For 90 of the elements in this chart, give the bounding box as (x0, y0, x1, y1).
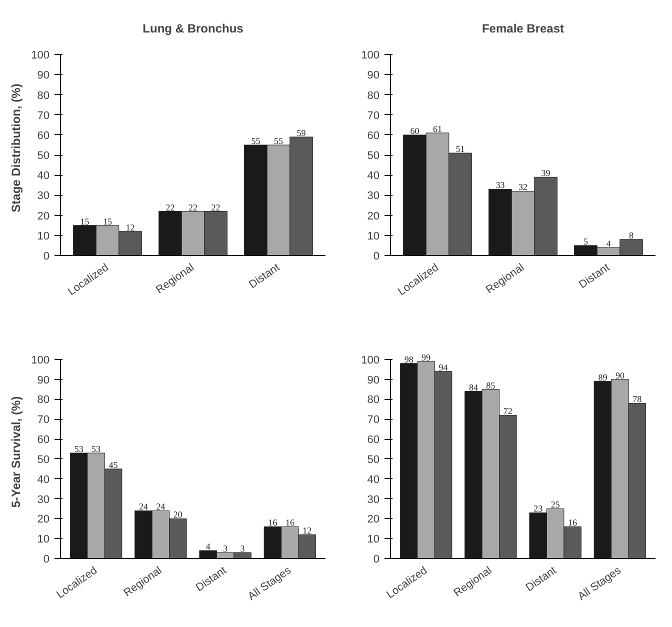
y-tick-label: 30 (37, 190, 50, 202)
y-tick-label: 10 (367, 230, 380, 242)
y-tick-label: 30 (367, 494, 380, 506)
y-tick-label: 20 (37, 210, 50, 222)
y-tick-label: 100 (361, 354, 380, 366)
data-label: 72 (503, 406, 512, 416)
y-tick-label: 0 (373, 554, 380, 566)
data-label: 94 (438, 362, 448, 372)
y-tick-label: 100 (31, 50, 50, 62)
y-tick-label: 20 (37, 514, 50, 526)
data-label: 5 (583, 236, 588, 246)
y-tick-label: 60 (367, 434, 380, 446)
data-label: 8 (629, 230, 634, 240)
y-tick-label: 10 (37, 230, 50, 242)
data-label: 3 (223, 544, 228, 554)
data-label: 4 (206, 542, 211, 552)
data-label: 22 (166, 202, 175, 212)
data-label: 22 (211, 202, 220, 212)
y-tick-label: 10 (37, 534, 50, 546)
y-tick-label: 0 (373, 250, 380, 262)
data-label: 61 (433, 124, 442, 134)
y-tick-label: 60 (37, 434, 50, 446)
data-label: 15 (103, 216, 113, 226)
data-label: 78 (632, 394, 642, 404)
data-label: 99 (422, 352, 432, 362)
y-tick-label: 60 (37, 130, 50, 142)
y-tick-label: 20 (367, 210, 380, 222)
y-tick-label: 100 (361, 50, 380, 62)
y-axis-title: Stage Distribution, (%) (9, 84, 24, 212)
data-label: 12 (302, 526, 312, 536)
y-tick-label: 70 (37, 110, 50, 122)
y-tick-label: 90 (37, 70, 50, 82)
chart-title: Lung & Bronchus (142, 22, 244, 36)
y-tick-label: 30 (37, 494, 50, 506)
data-label: 22 (188, 202, 198, 212)
data-label: 89 (598, 372, 608, 382)
data-label: 45 (108, 460, 118, 470)
data-label: 32 (518, 182, 528, 192)
y-axis-title: 5-Year Survival, (%) (9, 396, 24, 508)
y-tick-label: 60 (367, 130, 380, 142)
y-tick-label: 90 (367, 374, 380, 386)
data-label: 24 (156, 502, 166, 512)
data-label: 85 (486, 380, 496, 390)
y-tick-label: 100 (31, 354, 50, 366)
data-label: 23 (534, 504, 544, 514)
data-label: 51 (456, 144, 465, 154)
y-tick-label: 20 (367, 514, 380, 526)
y-tick-label: 40 (367, 474, 380, 486)
y-tick-label: 80 (37, 394, 50, 406)
data-label: 55 (274, 136, 284, 146)
data-label: 53 (92, 444, 102, 454)
y-tick-label: 50 (37, 150, 50, 162)
y-tick-label: 80 (367, 394, 380, 406)
y-tick-label: 0 (43, 554, 50, 566)
y-tick-label: 40 (37, 170, 50, 182)
y-tick-label: 40 (367, 170, 380, 182)
y-tick-label: 80 (367, 90, 380, 102)
data-label: 24 (138, 502, 148, 512)
data-label: 84 (468, 382, 478, 392)
y-tick-label: 0 (43, 250, 50, 262)
y-tick-label: 80 (37, 90, 50, 102)
y-tick-label: 10 (367, 534, 380, 546)
data-label: 60 (410, 126, 420, 136)
data-label: 20 (173, 510, 183, 520)
y-tick-label: 90 (367, 70, 380, 82)
data-label: 16 (285, 518, 295, 528)
data-label: 55 (251, 136, 261, 146)
y-tick-label: 50 (367, 150, 380, 162)
data-label: 33 (496, 180, 506, 190)
data-label: 39 (541, 168, 551, 178)
y-tick-label: 50 (37, 454, 50, 466)
data-label: 16 (568, 518, 578, 528)
y-tick-label: 70 (37, 414, 50, 426)
y-tick-label: 70 (367, 414, 380, 426)
data-label: 3 (240, 544, 246, 554)
data-label: 53 (74, 444, 84, 454)
y-tick-label: 70 (367, 110, 380, 122)
data-label: 25 (550, 500, 560, 510)
y-tick-label: 40 (37, 474, 50, 486)
data-label: 12 (126, 222, 135, 232)
data-label: 16 (268, 518, 278, 528)
data-label: 4 (606, 238, 612, 248)
data-label: 59 (296, 128, 306, 138)
y-tick-label: 90 (37, 374, 50, 386)
data-label: 90 (615, 370, 625, 380)
data-label: 98 (404, 354, 414, 364)
y-tick-label: 50 (367, 454, 380, 466)
chart-title: Female Breast (482, 22, 564, 36)
data-label: 15 (80, 216, 90, 226)
y-tick-label: 30 (367, 190, 380, 202)
